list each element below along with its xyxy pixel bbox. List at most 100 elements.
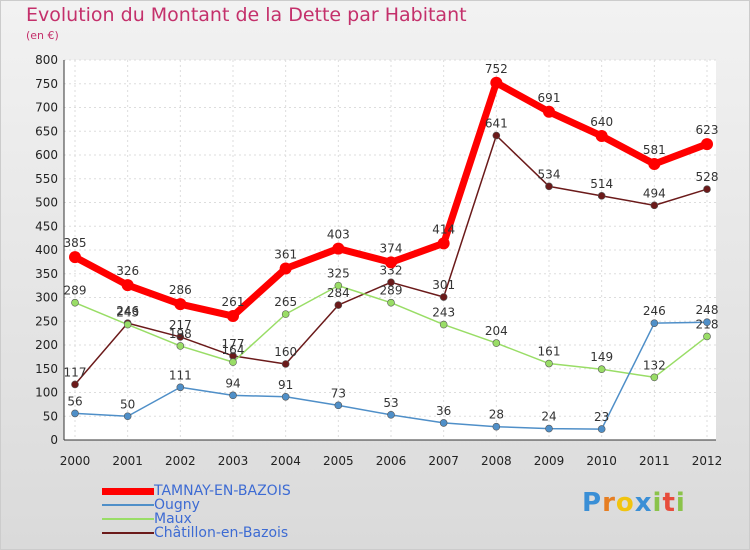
legend-label: TAMNAY-EN-BAZOIS bbox=[154, 483, 291, 499]
data-label: 361 bbox=[274, 248, 297, 262]
x-tick-label: 2000 bbox=[60, 454, 91, 468]
data-point bbox=[387, 411, 395, 419]
data-point bbox=[279, 262, 292, 275]
y-tick-label: 500 bbox=[35, 196, 58, 210]
data-point bbox=[229, 358, 237, 366]
data-point bbox=[595, 130, 608, 142]
x-tick-label: 2010 bbox=[586, 454, 617, 468]
data-point bbox=[71, 409, 79, 418]
data-point bbox=[597, 365, 606, 374]
data-point bbox=[545, 359, 553, 368]
data-point bbox=[597, 192, 606, 200]
y-tick-label: 50 bbox=[43, 409, 58, 423]
y-tick-label: 600 bbox=[35, 148, 58, 162]
data-label: 132 bbox=[643, 358, 666, 372]
data-point bbox=[281, 310, 290, 318]
data-point bbox=[385, 256, 397, 269]
data-label: 198 bbox=[169, 327, 192, 341]
data-label: 691 bbox=[538, 91, 561, 105]
y-tick-label: 200 bbox=[35, 338, 58, 352]
data-point bbox=[387, 278, 395, 287]
data-point bbox=[229, 391, 237, 400]
data-point bbox=[703, 318, 711, 327]
logo-letter: r bbox=[602, 488, 616, 518]
data-label: 374 bbox=[380, 241, 403, 255]
legend-swatch bbox=[102, 518, 154, 520]
logo-letter: t bbox=[662, 488, 676, 518]
data-point bbox=[281, 392, 290, 401]
logo-letter: i bbox=[675, 488, 686, 518]
x-tick-label: 2006 bbox=[376, 454, 407, 468]
data-point bbox=[121, 279, 134, 292]
legend-swatch bbox=[102, 532, 154, 534]
data-label: 73 bbox=[331, 386, 346, 400]
y-tick-label: 400 bbox=[35, 243, 58, 257]
y-tick-label: 300 bbox=[35, 291, 58, 305]
data-point bbox=[650, 201, 659, 210]
data-label: 248 bbox=[696, 303, 719, 317]
data-point bbox=[439, 419, 448, 427]
x-tick-label: 2007 bbox=[428, 454, 459, 468]
data-label: 24 bbox=[541, 410, 556, 424]
x-tick-label: 2009 bbox=[534, 454, 565, 468]
data-label: 243 bbox=[116, 306, 139, 320]
data-label: 23 bbox=[594, 410, 609, 424]
data-label: 28 bbox=[489, 408, 504, 422]
data-point bbox=[543, 105, 555, 118]
x-tick-label: 2008 bbox=[481, 454, 512, 468]
data-point bbox=[71, 380, 79, 389]
data-label: 403 bbox=[327, 228, 350, 242]
data-point bbox=[281, 360, 290, 368]
data-label: 217 bbox=[169, 318, 192, 332]
legend-swatch bbox=[102, 487, 154, 495]
data-point bbox=[439, 320, 448, 329]
data-label: 332 bbox=[380, 263, 403, 277]
x-tick-label: 2003 bbox=[218, 454, 249, 468]
data-point bbox=[71, 298, 79, 307]
data-label: 204 bbox=[485, 324, 508, 338]
y-tick-label: 100 bbox=[35, 386, 58, 400]
data-point bbox=[597, 425, 606, 433]
data-point bbox=[650, 319, 659, 327]
data-label: 752 bbox=[485, 62, 508, 76]
data-label: 111 bbox=[169, 368, 192, 382]
data-label: 117 bbox=[64, 365, 87, 379]
logo-letter: P bbox=[582, 488, 603, 518]
legend-label: Châtillon-en-Bazois bbox=[154, 525, 289, 541]
data-label: 161 bbox=[538, 345, 561, 359]
data-label: 534 bbox=[538, 167, 561, 181]
data-point bbox=[703, 332, 711, 341]
legend: TAMNAY-EN-BAZOIS Ougny Maux Châtillon-en-Ba… bbox=[102, 484, 291, 540]
data-label: 246 bbox=[643, 304, 666, 318]
data-point bbox=[176, 383, 185, 392]
legend-item: TAMNAY-EN-BAZOIS bbox=[102, 484, 291, 498]
data-point bbox=[123, 412, 132, 421]
data-point bbox=[492, 422, 501, 431]
data-label: 284 bbox=[327, 286, 350, 300]
data-label: 326 bbox=[116, 264, 139, 278]
data-label: 36 bbox=[436, 404, 451, 418]
data-point bbox=[332, 242, 345, 255]
x-tick-label: 2005 bbox=[323, 454, 354, 468]
data-point bbox=[545, 182, 553, 191]
data-point bbox=[439, 293, 448, 301]
data-point bbox=[545, 424, 553, 433]
data-label: 289 bbox=[380, 284, 403, 298]
data-label: 414 bbox=[432, 222, 455, 236]
logo-letter: o bbox=[615, 488, 635, 518]
y-tick-label: 800 bbox=[35, 53, 58, 67]
data-point bbox=[703, 185, 711, 193]
data-point bbox=[334, 301, 343, 309]
y-tick-label: 250 bbox=[35, 314, 58, 328]
y-tick-label: 700 bbox=[35, 101, 58, 115]
data-label: 246 bbox=[116, 304, 139, 318]
data-point bbox=[174, 298, 187, 311]
chart-subtitle: (en €) bbox=[26, 29, 59, 42]
data-point bbox=[437, 237, 450, 250]
legend-item: Ougny bbox=[102, 498, 291, 512]
x-tick-label: 2002 bbox=[165, 454, 196, 468]
y-tick-label: 750 bbox=[35, 77, 58, 91]
data-point bbox=[387, 298, 395, 307]
data-point bbox=[123, 320, 132, 329]
